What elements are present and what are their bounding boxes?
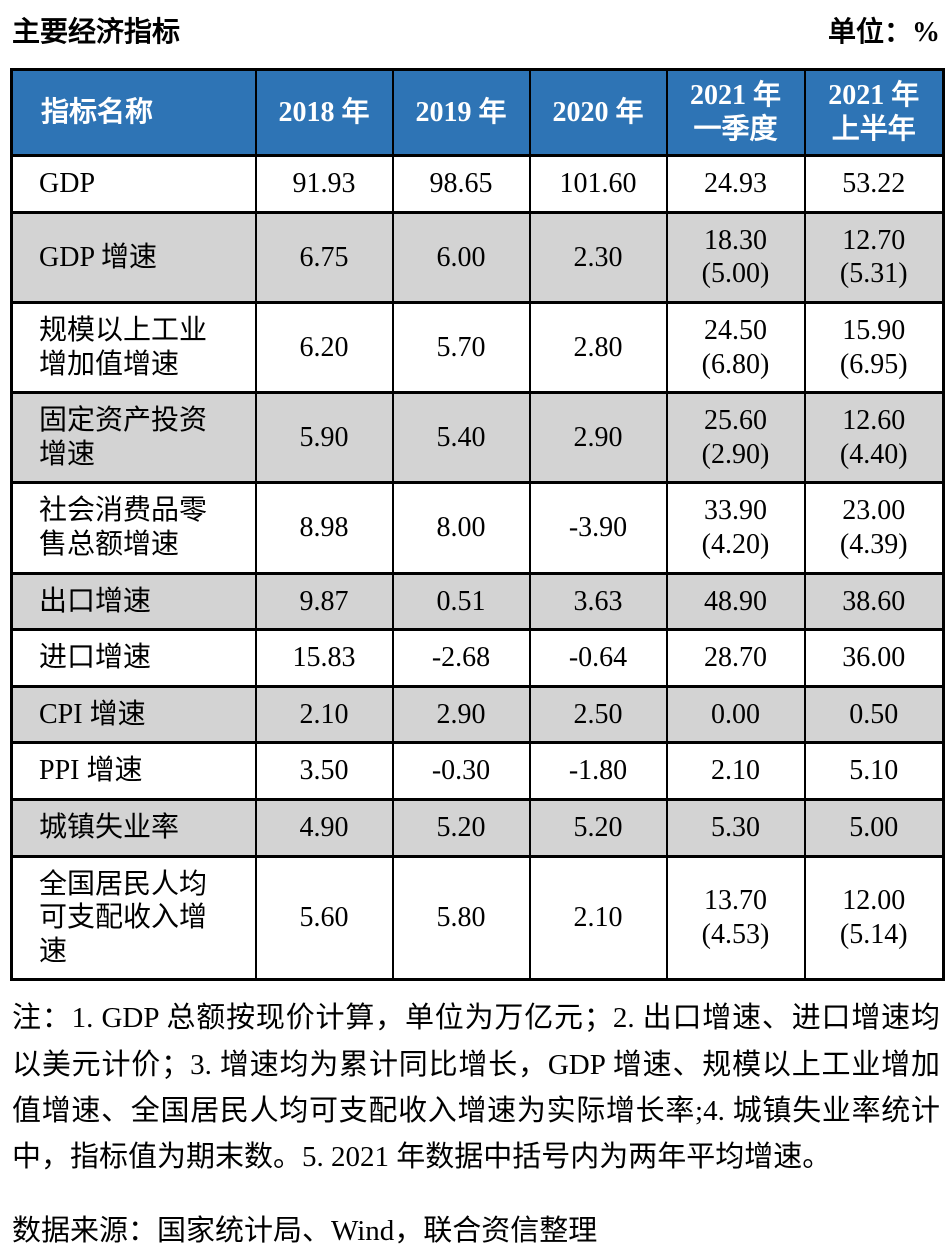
value-2018: 91.93	[254, 154, 394, 214]
value-2021-q1: 24.93	[665, 154, 806, 214]
value-2021-q1: 0.00	[665, 685, 806, 744]
value-2019: 5.20	[391, 798, 531, 857]
value-2021-h1: 0.50	[803, 685, 945, 744]
table-title: 主要经济指标	[12, 17, 181, 48]
value-2018: 2.10	[254, 685, 394, 744]
indicator-name: PPI 增速	[10, 741, 257, 801]
value-2019: 0.51	[391, 572, 531, 631]
value-2021-q1: 18.30 (5.00)	[665, 211, 806, 304]
value-2019: 5.70	[391, 301, 531, 394]
value-2018: 9.87	[254, 572, 394, 631]
value-2021-h1: 38.60	[803, 572, 945, 631]
value-2020: 2.80	[528, 301, 668, 394]
value-2020: 101.60	[528, 154, 668, 214]
table-row-gdp: GDP 91.93 98.65 101.60 24.93 53.22	[10, 154, 945, 214]
value-2021-q1: 48.90	[665, 572, 806, 631]
header-year-2020: 2020 年	[528, 68, 668, 157]
indicator-name: 进口增速	[10, 628, 257, 688]
table-row-gdp-growth: GDP 增速 6.75 6.00 2.30 18.30 (5.00) 12.70…	[10, 211, 945, 304]
value-2021-h1: 12.00 (5.14)	[803, 855, 945, 981]
value-2018: 4.90	[254, 798, 394, 857]
value-2018: 6.20	[254, 301, 394, 394]
value-2021-q1: 5.30	[665, 798, 806, 857]
value-2021-h1: 53.22	[803, 154, 945, 214]
value-2020: 2.90	[528, 391, 668, 484]
value-2020: -3.90	[528, 481, 668, 575]
value-2020: 5.20	[528, 798, 668, 857]
indicator-name: 城镇失业率	[10, 798, 257, 857]
value-2020: -1.80	[528, 741, 668, 801]
value-2021-h1: 36.00	[803, 628, 945, 688]
indicator-name: 社会消费品零 售总额增速	[10, 481, 257, 575]
header-year-2018: 2018 年	[254, 68, 394, 157]
value-2021-q1: 25.60 (2.90)	[665, 391, 806, 484]
header-year-2019: 2019 年	[391, 68, 531, 157]
value-2019: 5.80	[391, 855, 531, 981]
value-2021-q1: 2.10	[665, 741, 806, 801]
value-2021-q1: 28.70	[665, 628, 806, 688]
value-2019: 8.00	[391, 481, 531, 575]
data-source: 数据来源：国家统计局、Wind，联合资信整理	[12, 1214, 598, 1247]
economic-indicators-table: 指标名称 2018 年 2019 年 2020 年 2021 年 一季度 202…	[10, 68, 945, 982]
value-2021-q1: 24.50 (6.80)	[665, 301, 806, 394]
table-row-industrial-value-added: 规模以上工业 增加值增速 6.20 5.70 2.80 24.50 (6.80)…	[10, 301, 945, 394]
title-row: 主要经济指标 单位：%	[10, 10, 942, 50]
table-row-urban-unemployment: 城镇失业率 4.90 5.20 5.20 5.30 5.00	[10, 798, 945, 857]
table-notes: 注：1. GDP 总额按现价计算，单位为万亿元；2. 出口增速、进口增速均以美元…	[12, 1002, 940, 1174]
indicator-name: GDP	[10, 154, 257, 214]
value-2018: 6.75	[254, 211, 394, 304]
value-2019: 5.40	[391, 391, 531, 484]
value-2018: 5.90	[254, 391, 394, 484]
header-2021-h1: 2021 年 上半年	[803, 68, 945, 157]
value-2020: 3.63	[528, 572, 668, 631]
unit-label: 单位：%	[827, 17, 940, 48]
table-row-export-growth: 出口增速 9.87 0.51 3.63 48.90 38.60	[10, 572, 945, 631]
header-indicator-name: 指标名称	[10, 68, 257, 157]
value-2020: 2.30	[528, 211, 668, 304]
indicator-name: 固定资产投资 增速	[10, 391, 257, 484]
value-2019: -0.30	[391, 741, 531, 801]
value-2021-h1: 5.00	[803, 798, 945, 857]
value-2018: 15.83	[254, 628, 394, 688]
value-2020: 2.10	[528, 855, 668, 981]
header-2021-q1: 2021 年 一季度	[665, 68, 806, 157]
value-2021-h1: 15.90 (6.95)	[803, 301, 945, 394]
value-2019: 6.00	[391, 211, 531, 304]
value-2019: 98.65	[391, 154, 531, 214]
table-row-retail-sales: 社会消费品零 售总额增速 8.98 8.00 -3.90 33.90 (4.20…	[10, 481, 945, 575]
value-2021-q1: 33.90 (4.20)	[665, 481, 806, 575]
value-2018: 5.60	[254, 855, 394, 981]
value-2021-q1: 13.70 (4.53)	[665, 855, 806, 981]
value-2019: -2.68	[391, 628, 531, 688]
table-row-ppi-growth: PPI 增速 3.50 -0.30 -1.80 2.10 5.10	[10, 741, 945, 801]
value-2020: 2.50	[528, 685, 668, 744]
value-2018: 8.98	[254, 481, 394, 575]
indicator-name: GDP 增速	[10, 211, 257, 304]
indicator-name: 全国居民人均 可支配收入增 速	[10, 855, 257, 981]
table-row-cpi-growth: CPI 增速 2.10 2.90 2.50 0.00 0.50	[10, 685, 945, 744]
indicator-name: 规模以上工业 增加值增速	[10, 301, 257, 394]
table-row-fixed-asset-investment: 固定资产投资 增速 5.90 5.40 2.90 25.60 (2.90) 12…	[10, 391, 945, 484]
value-2021-h1: 5.10	[803, 741, 945, 801]
indicator-name: CPI 增速	[10, 685, 257, 744]
value-2019: 2.90	[391, 685, 531, 744]
value-2021-h1: 12.70 (5.31)	[803, 211, 945, 304]
table-row-import-growth: 进口增速 15.83 -2.68 -0.64 28.70 36.00	[10, 628, 945, 688]
value-2018: 3.50	[254, 741, 394, 801]
table-row-disposable-income: 全国居民人均 可支配收入增 速 5.60 5.80 2.10 13.70 (4.…	[10, 855, 945, 981]
value-2020: -0.64	[528, 628, 668, 688]
indicator-name: 出口增速	[10, 572, 257, 631]
value-2021-h1: 23.00 (4.39)	[803, 481, 945, 575]
value-2021-h1: 12.60 (4.40)	[803, 391, 945, 484]
table-header-row: 指标名称 2018 年 2019 年 2020 年 2021 年 一季度 202…	[10, 68, 945, 157]
